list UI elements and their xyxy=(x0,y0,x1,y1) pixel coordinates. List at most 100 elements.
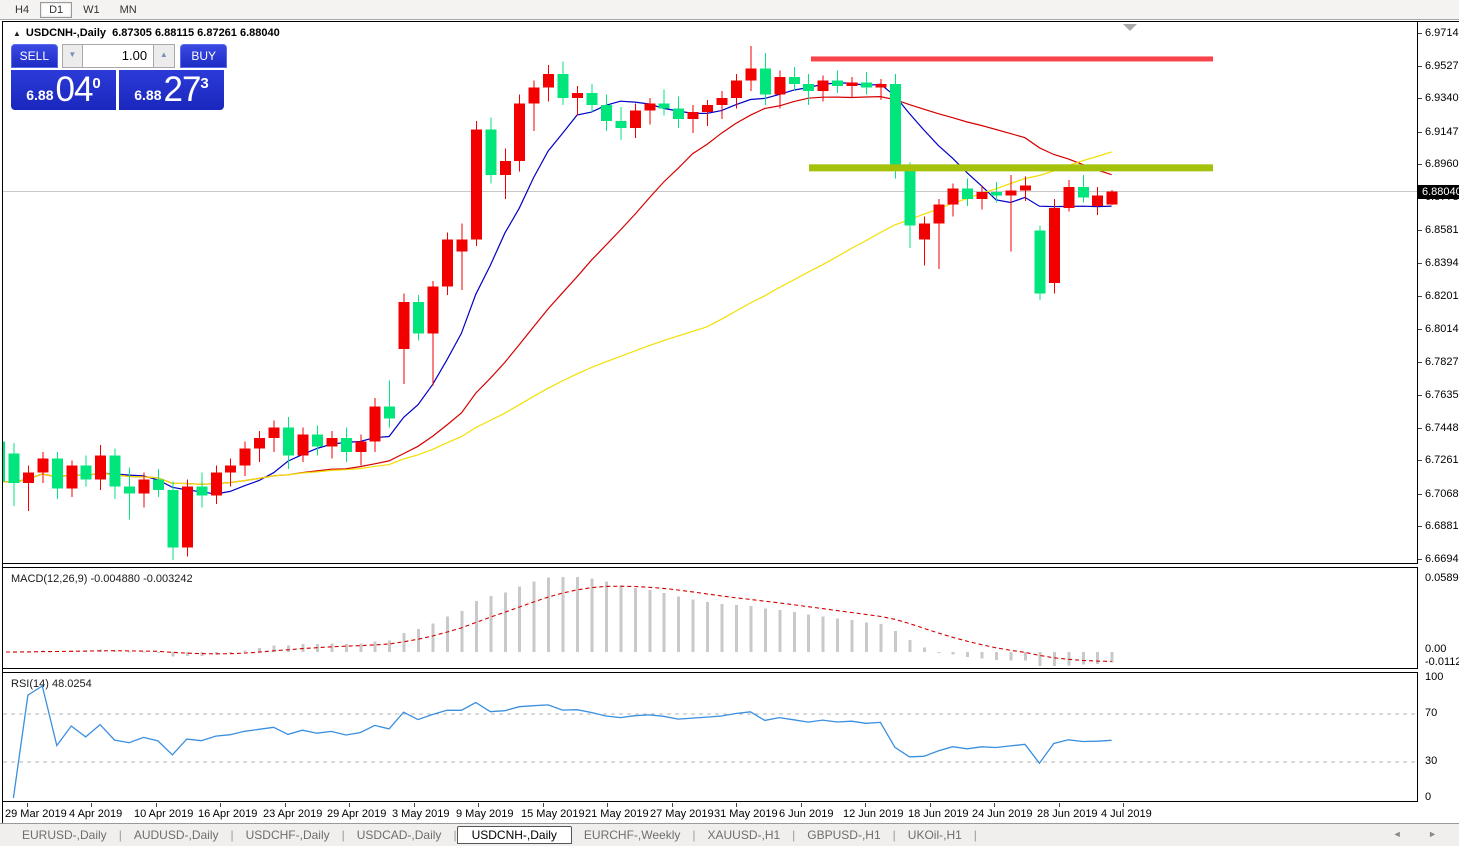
tab-ukoil-h1[interactable]: UKOil-,H1 xyxy=(907,828,962,842)
candle xyxy=(658,89,670,116)
date-axis[interactable]: 29 Mar 2019 4 Apr 2019 10 Apr 2019 16 Apr 2… xyxy=(3,803,1418,824)
date-axis-label: 24 Jun 2019 xyxy=(972,808,1033,820)
candle xyxy=(933,199,945,269)
period-button-mn[interactable]: MN xyxy=(119,3,137,16)
price-axis-tick xyxy=(1418,329,1422,331)
candle xyxy=(803,73,815,106)
candle xyxy=(947,183,959,217)
resistance-line[interactable] xyxy=(811,56,1213,62)
period-button-h4[interactable]: H4 xyxy=(15,3,30,16)
support-line[interactable] xyxy=(809,164,1213,172)
price-axis-label: 6.97140 xyxy=(1425,27,1459,39)
tab-eurchf-weekly[interactable]: EURCHF-,Weekly xyxy=(583,828,681,842)
macd-label: MACD(12,26,9) -0.004880 -0.003242 xyxy=(11,573,193,585)
chart-shift-marker-icon[interactable] xyxy=(1123,24,1137,31)
current-price-tag: 6.88040 xyxy=(1418,184,1459,199)
period-button-w1[interactable]: W1 xyxy=(83,3,100,16)
candle xyxy=(124,467,136,520)
candle xyxy=(499,148,511,200)
buy-button[interactable]: BUY xyxy=(180,44,227,68)
tab-scroll-arrows: ◄ ► xyxy=(1392,829,1449,839)
candle xyxy=(774,70,786,109)
candle xyxy=(355,434,367,466)
date-axis-tick xyxy=(865,803,866,807)
volume-increase-icon[interactable]: ▲ xyxy=(153,44,175,68)
chart-title-ohlc: 6.87305 6.88115 6.87261 6.88040 xyxy=(112,27,280,39)
date-axis-tick xyxy=(1123,803,1124,807)
date-axis-tick xyxy=(414,803,415,807)
date-axis-tick xyxy=(543,803,544,807)
candle xyxy=(759,52,771,106)
main-price-panel[interactable] xyxy=(3,22,1418,564)
candle xyxy=(846,77,858,99)
candle xyxy=(788,66,800,92)
moving-average-21 xyxy=(3,95,1112,485)
date-axis-tick xyxy=(607,803,608,807)
candle xyxy=(326,430,338,459)
price-axis-tick xyxy=(1418,493,1422,495)
tab-usdcnh-daily[interactable]: USDCNH-,Daily xyxy=(456,826,572,844)
rsi-panel[interactable]: RSI(14) 48.0254 xyxy=(3,672,1418,802)
price-axis-tick xyxy=(1418,33,1422,34)
candle xyxy=(702,99,714,127)
candle xyxy=(687,105,699,133)
tab-gbpusd-h1[interactable]: GBPUSD-,H1 xyxy=(807,828,881,842)
price-axis-label: 6.89605 xyxy=(1425,158,1459,171)
candle xyxy=(3,441,5,482)
candle xyxy=(225,458,237,487)
date-axis-label: 10 Apr 2019 xyxy=(134,808,194,820)
candle xyxy=(557,61,569,106)
volume-decrease-icon[interactable]: ▼ xyxy=(61,44,83,68)
date-axis-label: 31 May 2019 xyxy=(714,808,778,820)
date-axis-label: 27 May 2019 xyxy=(650,808,714,820)
date-axis-tick xyxy=(349,803,350,807)
date-axis-label: 16 Apr 2019 xyxy=(198,808,258,820)
buy-price-display[interactable]: 6.88 27 3 xyxy=(119,70,224,110)
volume-input[interactable]: 1.00 xyxy=(82,44,154,68)
chart-title-symbol: USDCNH-,Daily xyxy=(25,27,106,39)
price-axis-label: 6.82015 xyxy=(1425,290,1459,303)
rsi-line xyxy=(12,684,1112,799)
candle xyxy=(904,162,916,248)
candle xyxy=(629,103,641,139)
chart-title: ▲ USDCNH-,Daily 6.87305 6.88115 6.87261 6… xyxy=(13,27,280,39)
candle xyxy=(1048,199,1060,294)
tab-audusd-daily[interactable]: AUDUSD-,Daily xyxy=(133,828,219,842)
price-axis-tick xyxy=(1418,361,1422,363)
buy-price-big: 27 xyxy=(163,70,201,109)
moving-average-8 xyxy=(3,82,1112,495)
sell-price-big: 04 xyxy=(55,70,93,109)
tab-separator: | xyxy=(692,828,696,842)
price-axis-tick xyxy=(1418,296,1422,298)
price-axis-tick xyxy=(1418,262,1422,264)
candlestick-chart[interactable] xyxy=(3,22,1417,562)
candle xyxy=(1077,174,1089,203)
macd-panel[interactable]: MACD(12,26,9) -0.004880 -0.003242 xyxy=(3,567,1418,669)
candle xyxy=(485,117,497,184)
candle xyxy=(962,178,974,207)
price-axis-tick xyxy=(1418,427,1422,429)
rsi-chart xyxy=(3,684,1417,799)
price-axis-tick xyxy=(1418,164,1422,166)
tab-usdchf-daily[interactable]: USDCHF-,Daily xyxy=(245,828,330,842)
candle xyxy=(340,427,352,463)
candle xyxy=(398,293,410,384)
sell-price-display[interactable]: 6.88 04 0 xyxy=(11,70,116,110)
period-button-d1[interactable]: D1 xyxy=(40,1,73,18)
candle xyxy=(817,75,829,102)
price-axis-tick xyxy=(1418,230,1422,232)
collapse-chart-icon[interactable]: ▲ xyxy=(13,29,21,38)
date-axis-label: 12 Jun 2019 xyxy=(843,808,904,820)
price-axis[interactable]: 6.971406.952706.934006.914756.896056.877… xyxy=(1418,22,1459,803)
sell-button[interactable]: SELL xyxy=(11,44,58,68)
date-axis-label: 29 Mar 2019 xyxy=(5,808,67,820)
candle xyxy=(889,73,901,179)
candle xyxy=(384,380,396,428)
tab-usdcad-daily[interactable]: USDCAD-,Daily xyxy=(356,828,442,842)
tab-xauusd-h1[interactable]: XAUUSD-,H1 xyxy=(707,828,781,842)
tab-eurusd-daily[interactable]: EURUSD-,Daily xyxy=(22,828,107,842)
date-axis-label: 3 May 2019 xyxy=(392,808,450,820)
one-click-trading-panel: SELL ▼ 1.00 ▲ BUY 6.88 04 0 6.88 27 3 xyxy=(11,44,227,110)
candle xyxy=(1092,186,1104,215)
date-axis-label: 4 Jul 2019 xyxy=(1101,808,1152,820)
